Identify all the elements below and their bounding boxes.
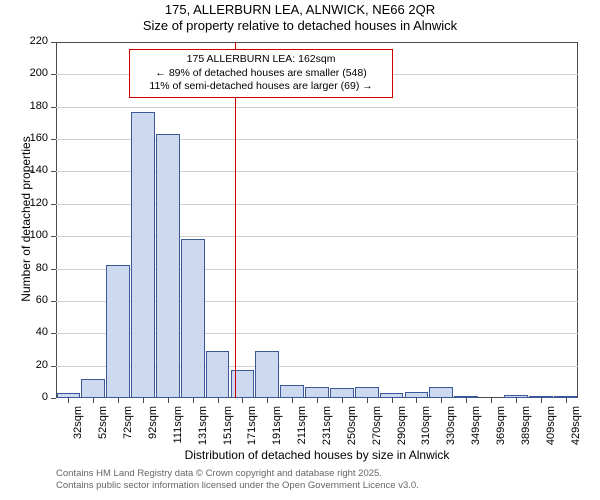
x-tick [541, 398, 542, 403]
y-tick-label: 40 [22, 326, 48, 338]
title-subtitle: Size of property relative to detached ho… [0, 18, 600, 33]
y-tick [51, 107, 56, 108]
x-tick-label: 231sqm [321, 406, 333, 446]
x-tick [267, 398, 268, 403]
y-tick [51, 74, 56, 75]
x-tick-label: 151sqm [222, 406, 234, 446]
histogram-bar [255, 351, 279, 398]
y-tick-label: 220 [22, 35, 48, 47]
grid-line [56, 107, 578, 108]
x-tick [242, 398, 243, 403]
x-tick [416, 398, 417, 403]
x-tick-label: 72sqm [122, 406, 134, 446]
y-tick-label: 0 [22, 391, 48, 403]
x-tick [68, 398, 69, 403]
y-tick-label: 160 [22, 132, 48, 144]
x-tick [143, 398, 144, 403]
attribution-text: Contains HM Land Registry data © Crown c… [56, 468, 419, 493]
annotation-box: 175 ALLERBURN LEA: 162sqm← 89% of detach… [129, 49, 393, 98]
x-tick-label: 389sqm [520, 406, 532, 446]
y-tick [51, 333, 56, 334]
y-tick-label: 20 [22, 359, 48, 371]
y-tick [51, 269, 56, 270]
histogram-bar [81, 379, 105, 398]
y-axis-label: Number of detached properties [19, 119, 33, 319]
x-tick-label: 409sqm [545, 406, 557, 446]
histogram-bar [206, 351, 230, 398]
x-tick-label: 290sqm [396, 406, 408, 446]
y-tick-label: 100 [22, 229, 48, 241]
x-tick-label: 250sqm [346, 406, 358, 446]
y-tick [51, 139, 56, 140]
y-tick-label: 180 [22, 100, 48, 112]
x-tick-label: 92sqm [147, 406, 159, 446]
x-tick [516, 398, 517, 403]
x-tick [367, 398, 368, 403]
x-tick-label: 310sqm [420, 406, 432, 446]
y-tick [51, 301, 56, 302]
x-tick [441, 398, 442, 403]
x-tick-label: 191sqm [271, 406, 283, 446]
annotation-line: 11% of semi-detached houses are larger (… [136, 80, 386, 94]
x-tick [93, 398, 94, 403]
x-tick-label: 369sqm [495, 406, 507, 446]
y-tick [51, 204, 56, 205]
attribution-line2: Contains public sector information licen… [56, 480, 419, 492]
x-tick-label: 330sqm [445, 406, 457, 446]
y-tick [51, 398, 56, 399]
histogram-bar [280, 385, 304, 398]
y-tick [51, 171, 56, 172]
histogram-bar [106, 265, 130, 398]
x-tick-label: 111sqm [172, 406, 184, 446]
annotation-line: ← 89% of detached houses are smaller (54… [136, 67, 386, 81]
x-tick-label: 429sqm [570, 406, 582, 446]
chart-title-block: 175, ALLERBURN LEA, ALNWICK, NE66 2QR Si… [0, 2, 600, 33]
x-tick [317, 398, 318, 403]
histogram-bar [305, 387, 329, 398]
x-tick-label: 131sqm [197, 406, 209, 446]
x-axis-label: Distribution of detached houses by size … [56, 448, 578, 462]
y-tick-label: 80 [22, 262, 48, 274]
x-tick-label: 270sqm [371, 406, 383, 446]
x-tick [118, 398, 119, 403]
x-tick [342, 398, 343, 403]
x-tick [193, 398, 194, 403]
title-address: 175, ALLERBURN LEA, ALNWICK, NE66 2QR [0, 2, 600, 17]
histogram-bar [355, 387, 379, 398]
x-tick-label: 32sqm [72, 406, 84, 446]
x-tick [218, 398, 219, 403]
y-tick-label: 140 [22, 164, 48, 176]
histogram-bar [330, 388, 354, 398]
x-tick [466, 398, 467, 403]
x-tick [566, 398, 567, 403]
x-tick-label: 211sqm [296, 406, 308, 446]
y-tick-label: 200 [22, 67, 48, 79]
x-tick [491, 398, 492, 403]
histogram-bar [181, 239, 205, 398]
x-tick-label: 171sqm [246, 406, 258, 446]
x-tick [392, 398, 393, 403]
x-tick-label: 349sqm [470, 406, 482, 446]
y-tick [51, 42, 56, 43]
histogram-bar [131, 112, 155, 398]
y-tick-label: 60 [22, 294, 48, 306]
y-tick-label: 120 [22, 197, 48, 209]
histogram-bar [405, 392, 429, 398]
x-tick [292, 398, 293, 403]
y-tick [51, 236, 56, 237]
x-tick-label: 52sqm [97, 406, 109, 446]
y-tick [51, 366, 56, 367]
histogram-bar [156, 134, 180, 398]
attribution-line1: Contains HM Land Registry data © Crown c… [56, 468, 419, 480]
histogram-bar [429, 387, 453, 398]
x-tick [168, 398, 169, 403]
annotation-line: 175 ALLERBURN LEA: 162sqm [136, 53, 386, 67]
property-size-chart: 175, ALLERBURN LEA, ALNWICK, NE66 2QR Si… [0, 0, 600, 500]
